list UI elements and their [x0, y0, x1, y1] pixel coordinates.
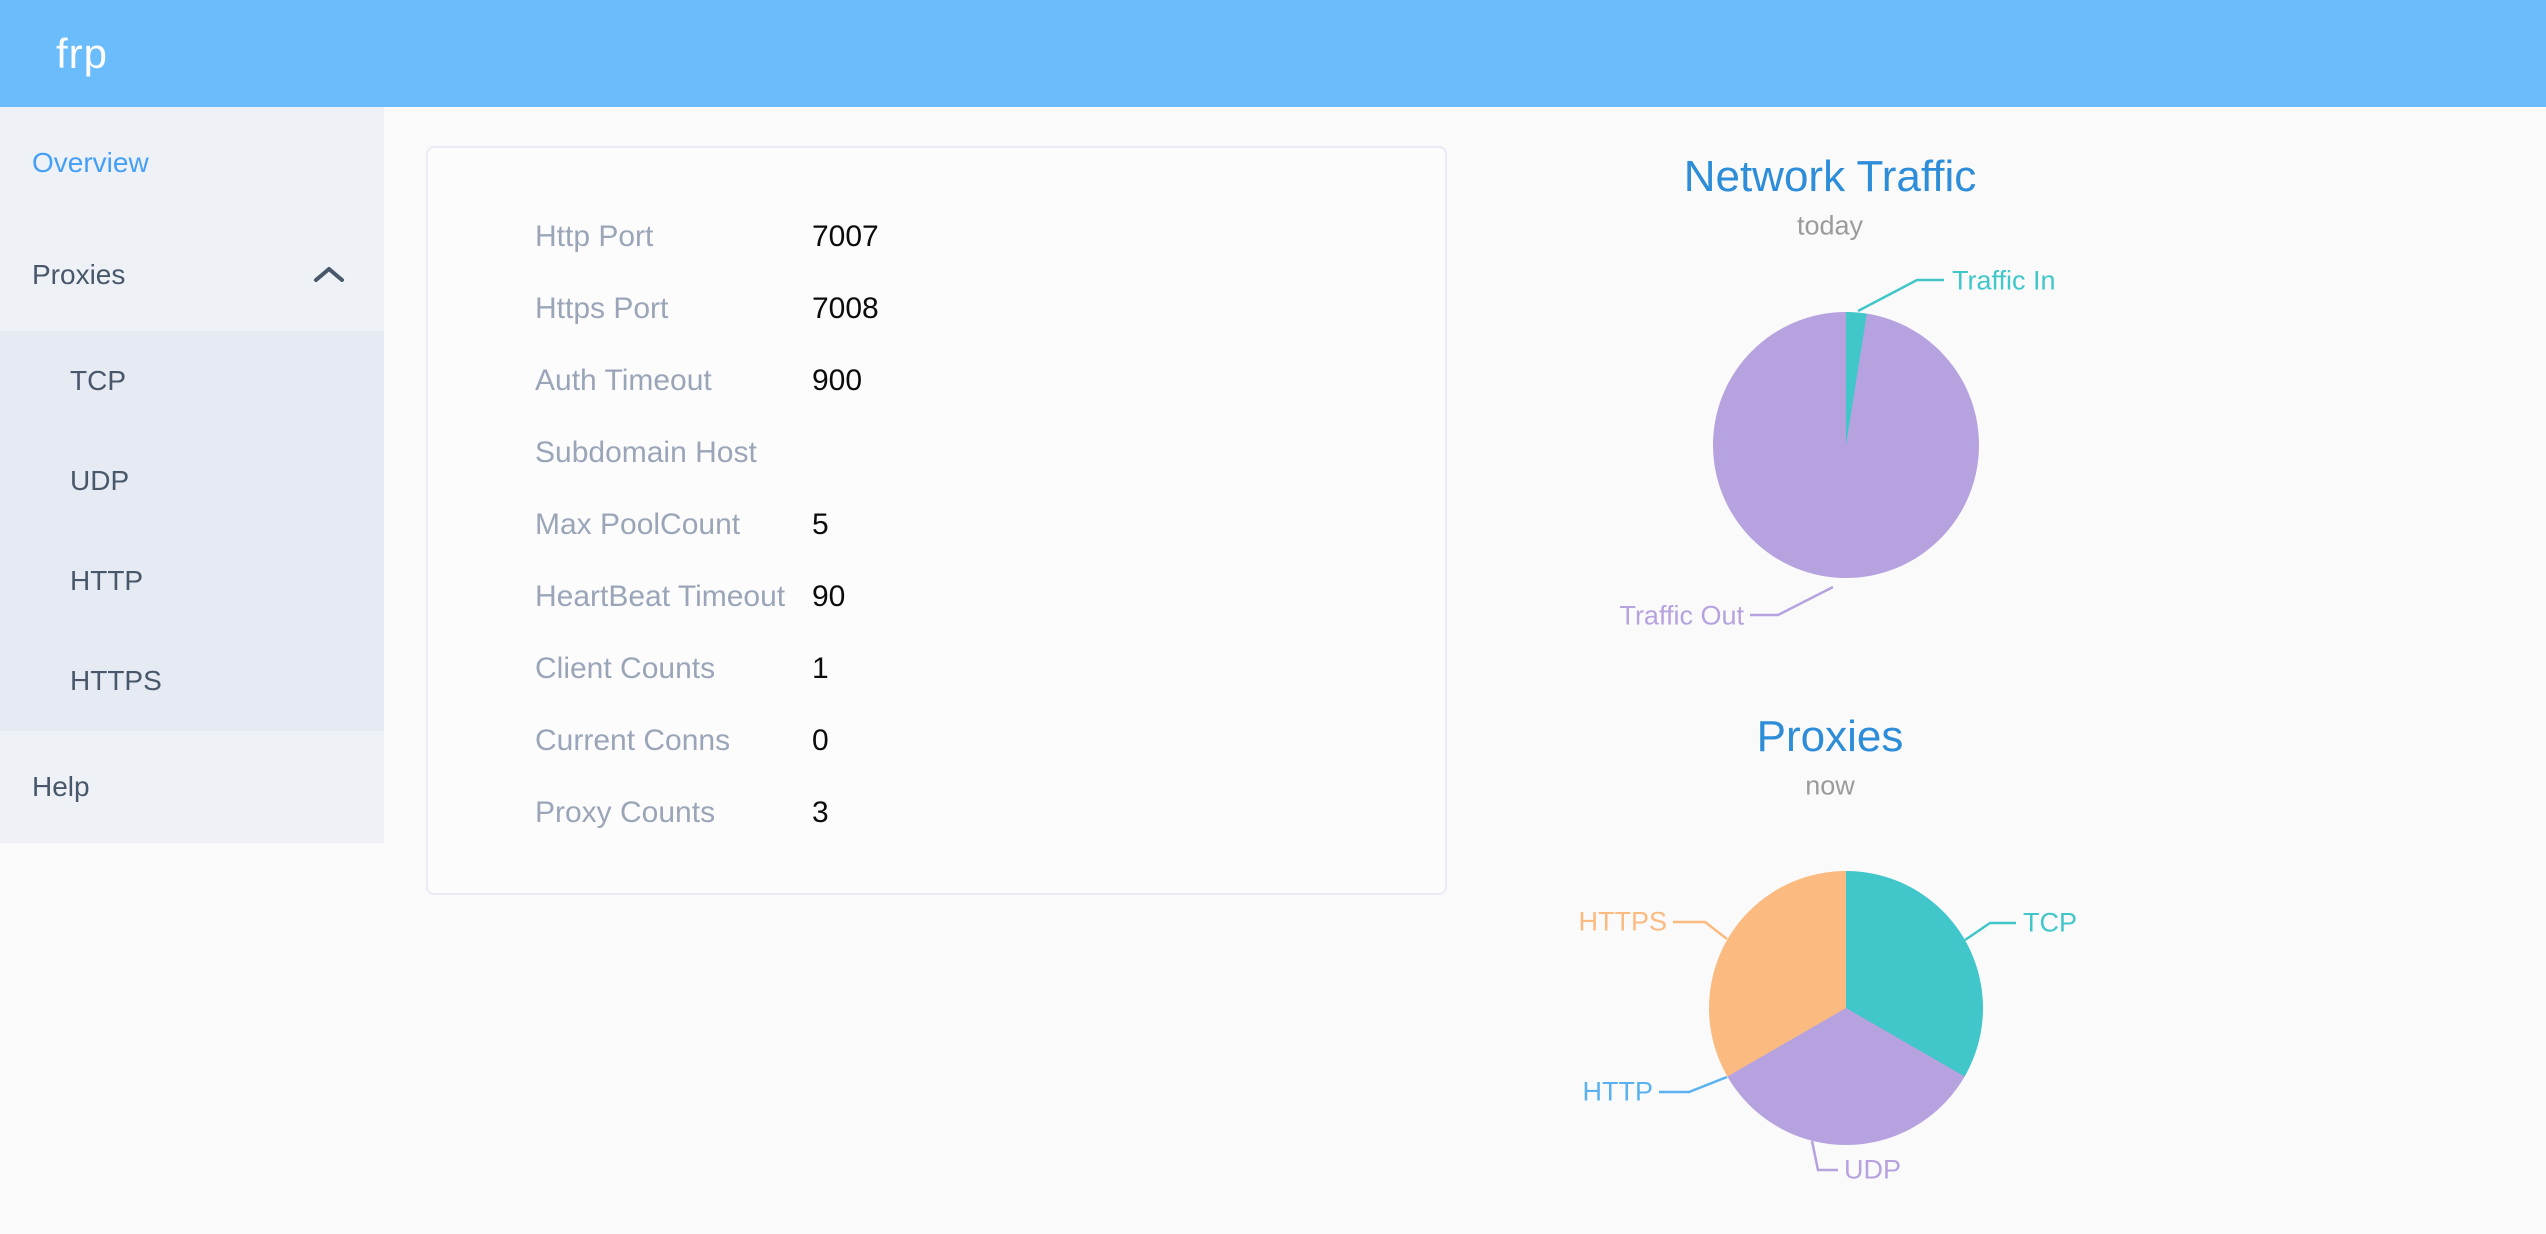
proxies-submenu: TCP UDP HTTP HTTPS	[0, 331, 384, 731]
network-traffic-subtitle: today	[1796, 210, 1864, 241]
traffic-in-label: Traffic In	[1952, 265, 2056, 296]
config-row-https-port: Https Port 7008	[428, 273, 1445, 345]
sidebar-item-tcp-label: TCP	[70, 365, 126, 396]
sidebar-item-tcp[interactable]: TCP	[0, 331, 384, 431]
config-label: Max PoolCount	[535, 508, 741, 541]
sidebar-item-overview-label: Overview	[32, 147, 149, 178]
config-row-max-poolcount: Max PoolCount 5	[428, 489, 1445, 561]
config-value: 3	[812, 796, 829, 829]
config-label: Client Counts	[535, 652, 716, 685]
proxies-chart-title: Proxies	[1756, 712, 1904, 761]
config-row-http-port: Http Port 7007	[428, 201, 1445, 273]
sidebar-item-https[interactable]: HTTPS	[0, 631, 384, 731]
network-traffic-pie	[1713, 312, 1979, 578]
server-info-card: Http Port 7007 Https Port 7008 Auth Time…	[426, 146, 1447, 895]
sidebar-item-https-label: HTTPS	[70, 665, 162, 696]
sidebar-item-help-label: Help	[32, 771, 90, 802]
config-row-proxy-counts: Proxy Counts 3	[428, 777, 1445, 849]
sidebar-item-overview[interactable]: Overview	[0, 107, 384, 219]
sidebar-item-help[interactable]: Help	[0, 731, 384, 843]
config-label: HeartBeat Timeout	[535, 580, 786, 613]
tcp-slice-label: TCP	[2023, 907, 2077, 938]
config-row-current-conns: Current Conns 0	[428, 705, 1445, 777]
sidebar-item-proxies[interactable]: Proxies	[0, 219, 384, 331]
sidebar-item-http[interactable]: HTTP	[0, 531, 384, 631]
config-label: Subdomain Host	[535, 436, 757, 469]
config-label: Http Port	[535, 220, 654, 253]
http-slice-label: HTTP	[1582, 1076, 1654, 1107]
udp-callout-line	[1810, 1140, 1838, 1172]
config-value: 900	[812, 364, 863, 397]
config-row-heartbeat-timeout: HeartBeat Timeout 90	[428, 561, 1445, 633]
config-value: 7007	[812, 220, 879, 253]
chevron-up-icon	[312, 265, 346, 285]
config-label: Https Port	[535, 292, 669, 325]
tcp-callout-line	[1964, 921, 2016, 942]
config-row-client-counts: Client Counts 1	[428, 633, 1445, 705]
config-value: 1	[812, 652, 829, 685]
proxies-chart-subtitle: now	[1805, 770, 1855, 801]
traffic-in-callout-line	[1857, 278, 1944, 313]
config-value: 90	[812, 580, 846, 613]
app-header: frp	[0, 0, 2546, 107]
sidebar-item-udp-label: UDP	[70, 465, 130, 496]
config-value: 5	[812, 508, 829, 541]
config-label: Current Conns	[535, 724, 731, 757]
config-label: Proxy Counts	[535, 796, 716, 829]
config-row-subdomain-host: Subdomain Host	[428, 417, 1445, 489]
sidebar-item-proxies-label: Proxies	[32, 259, 126, 290]
frp-logo: frp	[56, 29, 109, 77]
config-label: Auth Timeout	[535, 364, 712, 397]
network-traffic-title: Network Traffic	[1683, 152, 1977, 201]
config-value: 7008	[812, 292, 879, 325]
sidebar-item-udp[interactable]: UDP	[0, 431, 384, 531]
config-row-auth-timeout: Auth Timeout 900	[428, 345, 1445, 417]
traffic-out-callout-line	[1750, 585, 1834, 617]
traffic-out-label: Traffic Out	[1619, 600, 1744, 631]
udp-slice-label: UDP	[1844, 1154, 1902, 1185]
sidebar-item-http-label: HTTP	[70, 565, 144, 596]
https-slice-label: HTTPS	[1578, 906, 1667, 937]
https-callout-line	[1673, 920, 1728, 940]
config-value: 0	[812, 724, 829, 757]
sidebar: Overview Proxies TCP UDP HTTP HTTPS Help	[0, 107, 384, 843]
proxies-pie	[1709, 871, 1983, 1145]
http-callout-line	[1659, 1075, 1728, 1094]
